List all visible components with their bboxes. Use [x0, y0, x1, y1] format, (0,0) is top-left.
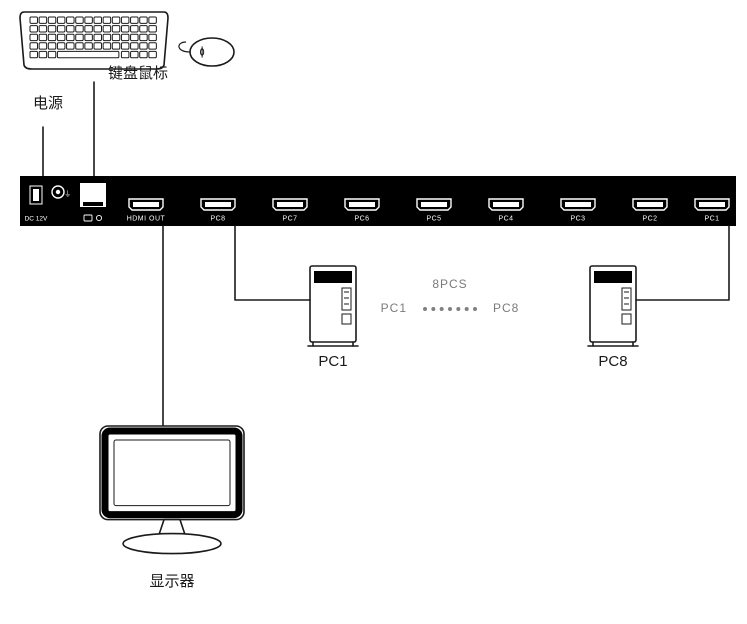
mouse-icon — [179, 38, 234, 66]
range-dot — [465, 307, 469, 311]
pcs-count-label: 8PCS — [432, 277, 467, 291]
pc1-wire — [235, 226, 310, 300]
svg-text:PC2: PC2 — [642, 216, 657, 223]
range-dot — [448, 307, 452, 311]
pc1-label: PC1 — [318, 353, 347, 370]
svg-text:PC4: PC4 — [498, 216, 513, 223]
keyboard-mouse-label: 键盘鼠标 — [108, 64, 168, 82]
svg-text:⏚: ⏚ — [64, 190, 72, 198]
range-pc8: PC8 — [493, 301, 519, 315]
keyboard-icon — [20, 12, 168, 69]
svg-text:PC7: PC7 — [282, 216, 297, 223]
svg-text:PC1: PC1 — [704, 216, 719, 223]
svg-text:PC5: PC5 — [426, 216, 441, 223]
range-pc1: PC1 — [381, 301, 407, 315]
pc1-tower-icon — [308, 266, 358, 346]
range-dot — [423, 307, 427, 311]
monitor-icon — [100, 426, 244, 554]
svg-text:PC3: PC3 — [570, 216, 585, 223]
range-dot — [473, 307, 477, 311]
range-dot — [431, 307, 435, 311]
pc8-tower-icon — [588, 266, 638, 346]
svg-text:HDMI OUT: HDMI OUT — [127, 216, 166, 223]
pc8-wire — [636, 226, 729, 300]
pc8-label: PC8 — [598, 353, 627, 370]
range-dot — [440, 307, 444, 311]
power-label: 电源 — [33, 95, 63, 112]
kvm-switch: DC 12V ⏚ HDMI OUT PC8 PC7 PC6 PC5 PC4 PC3 PC2 PC1 — [20, 176, 736, 226]
range-dot — [456, 307, 460, 311]
svg-text:DC 12V: DC 12V — [25, 216, 48, 223]
svg-text:PC6: PC6 — [354, 216, 369, 223]
svg-text:PC8: PC8 — [210, 216, 225, 223]
monitor-label: 显示器 — [149, 573, 194, 590]
